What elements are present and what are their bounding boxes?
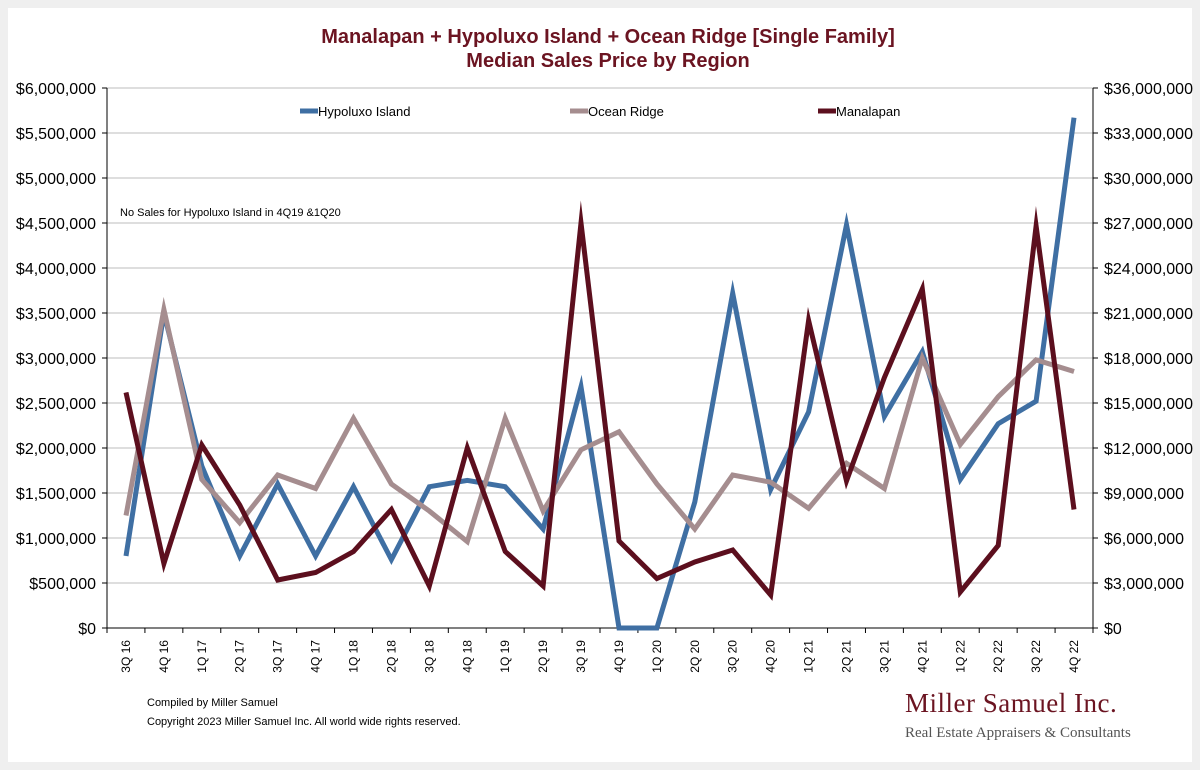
x-tick-label: 3Q 21 — [877, 640, 891, 673]
footer-compiled: Compiled by Miller Samuel — [147, 697, 278, 709]
legend-label: Ocean Ridge — [588, 104, 664, 119]
x-tick-label: 1Q 22 — [953, 640, 967, 673]
right-tick-label: $12,000,000 — [1104, 441, 1193, 458]
x-tick-label: 3Q 18 — [422, 640, 436, 673]
right-tick-label: $33,000,000 — [1104, 126, 1193, 143]
x-tick-label: 1Q 17 — [195, 640, 209, 673]
series-line-hypoluxo-island — [123, 117, 1077, 631]
right-tick-label: $24,000,000 — [1104, 261, 1193, 278]
brand-name: Miller Samuel Inc. — [905, 688, 1117, 718]
right-tick-label: $9,000,000 — [1104, 486, 1184, 503]
series-lines — [123, 117, 1077, 631]
left-tick-label: $6,000,000 — [16, 81, 96, 98]
x-tick-label: 3Q 20 — [726, 640, 740, 673]
right-tick-label: $18,000,000 — [1104, 351, 1193, 368]
chart-annotation: No Sales for Hypoluxo Island in 4Q19 &1Q… — [120, 207, 341, 219]
legend-label: Manalapan — [836, 104, 900, 119]
left-tick-label: $1,000,000 — [16, 531, 96, 548]
x-tick-label: 3Q 16 — [119, 640, 133, 673]
x-tick-label: 4Q 22 — [1067, 640, 1081, 673]
x-tick-label: 3Q 19 — [574, 640, 588, 673]
left-tick-label: $500,000 — [29, 576, 96, 593]
left-tick-label: $5,000,000 — [16, 171, 96, 188]
series-line-ocean-ridge — [123, 296, 1075, 546]
legend-label: Hypoluxo Island — [318, 104, 411, 119]
x-tick-label: 1Q 20 — [650, 640, 664, 673]
right-tick-label: $21,000,000 — [1104, 306, 1193, 323]
right-tick-label: $6,000,000 — [1104, 531, 1184, 548]
series-line-manalapan — [123, 200, 1077, 601]
x-tick-label: 2Q 22 — [991, 640, 1005, 673]
left-tick-label: $1,500,000 — [16, 486, 96, 503]
x-tick-label: 1Q 21 — [802, 640, 816, 673]
x-tick-label: 1Q 18 — [347, 640, 361, 673]
left-axis: $0 $500,000 $1,000,000 $1,500,000 $2,000,000… — [16, 81, 107, 638]
x-tick-label: 4Q 17 — [309, 640, 323, 673]
brand-tagline: Real Estate Appraisers & Consultants — [905, 725, 1131, 741]
right-tick-label: $15,000,000 — [1104, 396, 1193, 413]
right-tick-label: $0 — [1104, 621, 1122, 638]
legend: Hypoluxo Island Ocean Ridge Manalapan — [300, 104, 900, 119]
right-tick-label: $36,000,000 — [1104, 81, 1193, 98]
x-tick-label: 4Q 19 — [612, 640, 626, 673]
x-tick-label: 4Q 18 — [460, 640, 474, 673]
left-tick-label: $3,000,000 — [16, 351, 96, 368]
left-tick-label: $2,000,000 — [16, 441, 96, 458]
right-axis: $0 $3,000,000 $6,000,000 $9,000,000 $12,000,… — [1093, 81, 1193, 638]
x-tick-label: 2Q 21 — [840, 640, 854, 673]
right-tick-label: $27,000,000 — [1104, 216, 1193, 233]
grid-lines — [106, 87, 1094, 629]
chart-title: Manalapan + Hypoluxo Island + Ocean Ridg… — [321, 26, 894, 48]
left-tick-label: $3,500,000 — [16, 306, 96, 323]
footer-copyright: Copyright 2023 Miller Samuel Inc. All wo… — [147, 716, 461, 728]
x-tick-label: 2Q 18 — [384, 640, 398, 673]
x-tick-label: 4Q 21 — [915, 640, 929, 673]
x-tick-label: 1Q 19 — [498, 640, 512, 673]
x-tick-label: 2Q 17 — [233, 640, 247, 673]
left-tick-label: $4,500,000 — [16, 216, 96, 233]
x-tick-label: 2Q 19 — [536, 640, 550, 673]
left-tick-label: $0 — [78, 621, 96, 638]
left-tick-label: $4,000,000 — [16, 261, 96, 278]
x-tick-label: 4Q 20 — [764, 640, 778, 673]
left-tick-label: $2,500,000 — [16, 396, 96, 413]
left-tick-label: $5,500,000 — [16, 126, 96, 143]
right-tick-label: $30,000,000 — [1104, 171, 1193, 188]
x-tick-label: 3Q 17 — [271, 640, 285, 673]
x-axis: 3Q 16 4Q 16 1Q 17 2Q 17 3Q 17 4Q 17 1Q 18 2Q 18… — [106, 628, 1094, 673]
chart-subtitle: Median Sales Price by Region — [466, 50, 749, 72]
right-tick-label: $3,000,000 — [1104, 576, 1184, 593]
x-tick-label: 2Q 20 — [688, 640, 702, 673]
x-tick-label: 4Q 16 — [157, 640, 171, 673]
x-tick-label: 3Q 22 — [1029, 640, 1043, 673]
